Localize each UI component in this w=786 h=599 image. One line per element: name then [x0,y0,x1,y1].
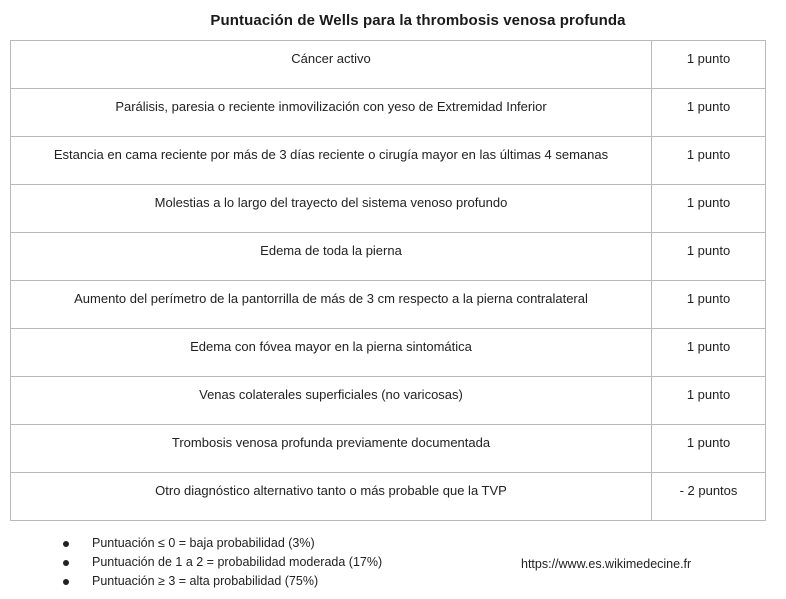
legend-text: Puntuación ≥ 3 = alta probabilidad (75%) [92,574,319,588]
criterion-points: 1 punto [651,280,766,329]
table-row: Estancia en cama reciente por más de 3 d… [10,136,766,185]
criterion-label: Venas colaterales superficiales (no vari… [10,376,652,425]
criterion-label: Estancia en cama reciente por más de 3 d… [10,136,652,185]
table-row: Aumento del perímetro de la pantorrilla … [10,280,766,329]
criterion-points: 1 punto [651,136,766,185]
criterion-points: 1 punto [651,88,766,137]
table-row: Edema de toda la pierna 1 punto [10,232,766,281]
wells-score-table: Cáncer activo 1 punto Parálisis, paresia… [10,40,766,521]
criterion-label: Cáncer activo [10,40,652,89]
bullet-icon [63,578,69,585]
criterion-points: 1 punto [651,328,766,377]
table-row: Molestias a lo largo del trayecto del si… [10,184,766,233]
criterion-label: Trombosis venosa profunda previamente do… [10,424,652,473]
table-row: Venas colaterales superficiales (no vari… [10,376,766,425]
criterion-points: 1 punto [651,232,766,281]
table-row: Otro diagnóstico alternativo tanto o más… [10,472,766,521]
list-item: Puntuación ≤ 0 = baja probabilidad (3%) [60,534,382,553]
criterion-label: Molestias a lo largo del trayecto del si… [10,184,652,233]
page-title: Puntuación de Wells para la thrombosis v… [210,12,626,29]
source-url: https://www.es.wikimedecine.fr [521,557,692,571]
criterion-points: 1 punto [651,376,766,425]
criterion-points: 1 punto [651,184,766,233]
list-item: Puntuación de 1 a 2 = probabilidad moder… [60,553,382,572]
criterion-points: - 2 puntos [651,472,766,521]
list-item: Puntuación ≥ 3 = alta probabilidad (75%) [60,572,382,591]
legend-text: Puntuación de 1 a 2 = probabilidad moder… [92,555,383,569]
bullet-icon [63,540,69,547]
table-row: Trombosis venosa profunda previamente do… [10,424,766,473]
criterion-label: Otro diagnóstico alternativo tanto o más… [10,472,652,521]
score-legend: Puntuación ≤ 0 = baja probabilidad (3%) … [60,534,382,591]
criterion-points: 1 punto [651,424,766,473]
criterion-label: Edema de toda la pierna [10,232,652,281]
criterion-label: Edema con fóvea mayor en la pierna sinto… [10,328,652,377]
criterion-label: Parálisis, paresia o reciente inmoviliza… [10,88,652,137]
legend-text: Puntuación ≤ 0 = baja probabilidad (3%) [92,536,315,550]
criterion-points: 1 punto [651,40,766,89]
table-row: Edema con fóvea mayor en la pierna sinto… [10,328,766,377]
criterion-label: Aumento del perímetro de la pantorrilla … [10,280,652,329]
bullet-icon [63,559,69,566]
table-row: Parálisis, paresia o reciente inmoviliza… [10,88,766,137]
table-row: Cáncer activo 1 punto [10,40,766,89]
